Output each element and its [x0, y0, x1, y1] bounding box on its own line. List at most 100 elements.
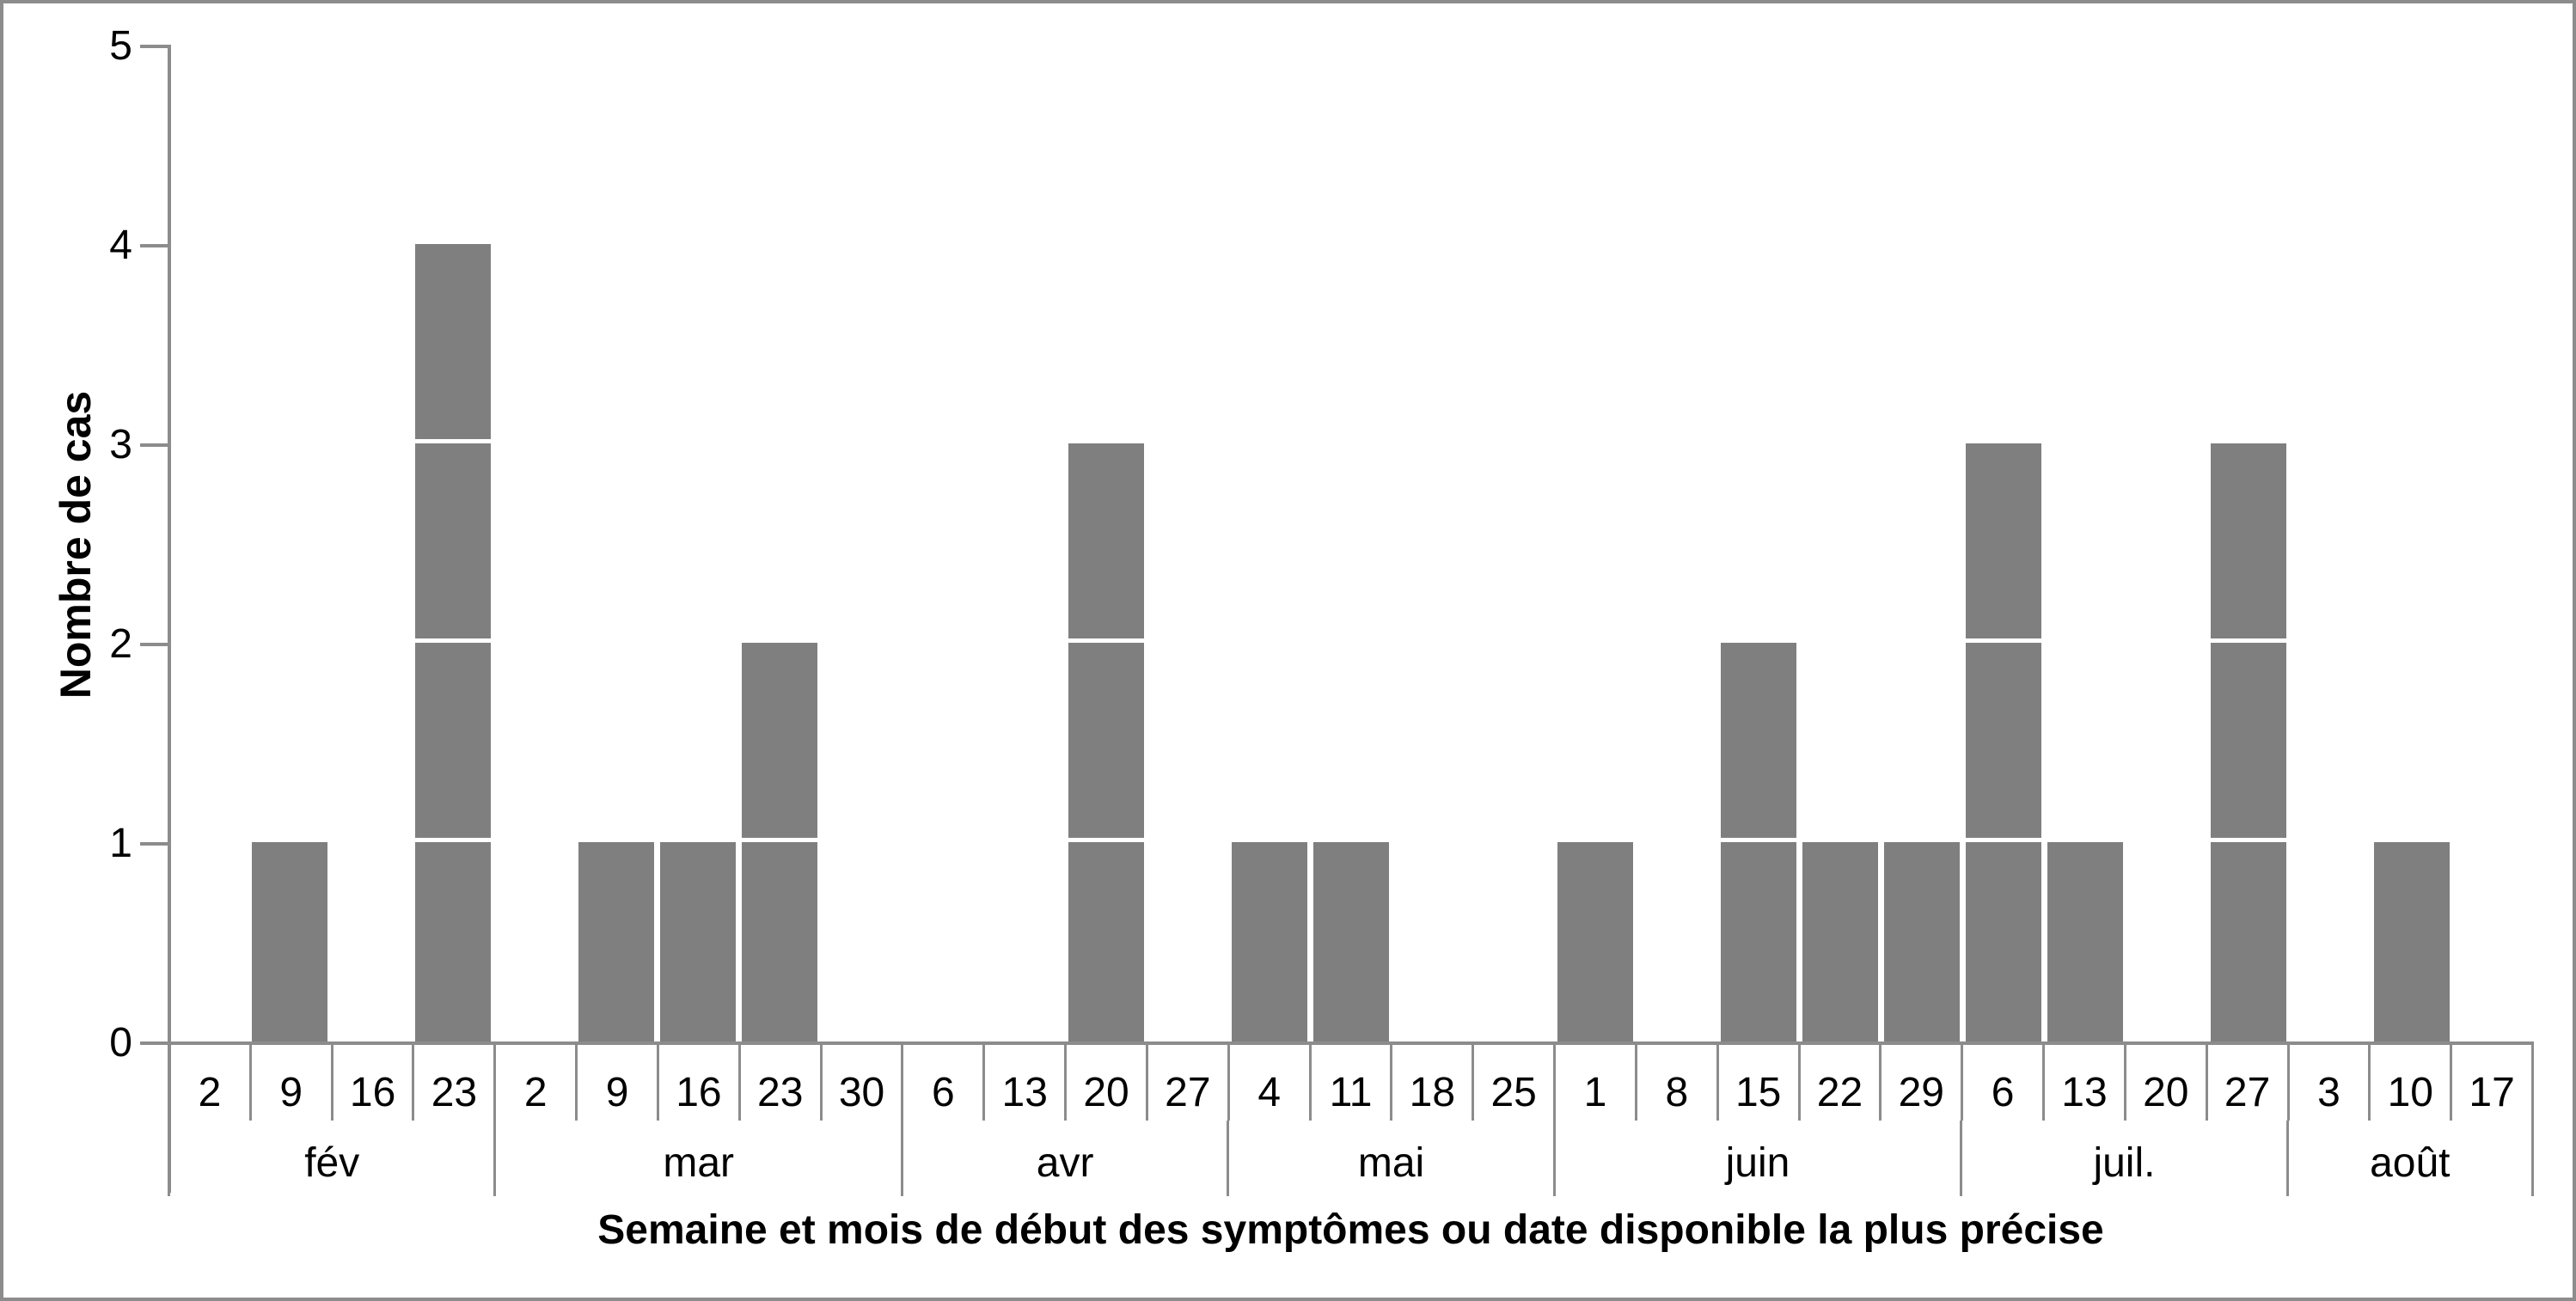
plot-area	[168, 46, 2534, 1041]
week-label: 16	[330, 1045, 413, 1121]
week-slot	[821, 46, 903, 1041]
week-label: 8	[1634, 1045, 1716, 1121]
x-axis-line	[168, 1041, 2534, 1045]
week-label: 13	[2042, 1045, 2124, 1121]
week-label: 6	[901, 1045, 982, 1121]
y-tick	[140, 643, 168, 646]
bar-unit-segment	[1966, 443, 2042, 643]
month-label-row: fév mar avr mai juin juil. août	[168, 1121, 2534, 1196]
bar-unit-segment	[578, 842, 655, 1041]
y-tick-label: 1	[109, 821, 132, 866]
week-slot	[1310, 46, 1392, 1041]
y-tick-label: 0	[109, 1020, 132, 1066]
week-slot	[1473, 46, 1555, 1041]
month-label: juil.	[1960, 1121, 2285, 1196]
bar-unit-segment	[1721, 643, 1797, 842]
bar-unit-segment	[1068, 842, 1144, 1041]
month-label: mai	[1227, 1121, 1552, 1196]
bar-unit-segment	[1884, 842, 1961, 1041]
week-slot	[249, 46, 331, 1041]
week-label: 2	[493, 1045, 575, 1121]
y-tick	[140, 244, 168, 247]
bar-unit-segment	[2210, 643, 2286, 842]
week-slot	[1392, 46, 1473, 1041]
month-label: mar	[493, 1121, 901, 1196]
week-slot	[1800, 46, 1882, 1041]
week-label: 20	[2123, 1045, 2206, 1121]
week-label: 27	[2205, 1045, 2287, 1121]
y-tick	[140, 45, 168, 48]
week-label: 18	[1390, 1045, 1472, 1121]
week-label: 9	[248, 1045, 331, 1121]
y-axis-line	[168, 45, 171, 1193]
week-slot	[2207, 46, 2289, 1041]
week-label: 15	[1716, 1045, 1798, 1121]
week-slot	[1637, 46, 1718, 1041]
month-label: août	[2285, 1121, 2534, 1196]
week-label: 6	[1961, 1045, 2042, 1121]
week-slot	[1147, 46, 1228, 1041]
bar-unit-segment	[252, 842, 328, 1041]
bar-unit-segment	[2373, 842, 2450, 1041]
week-label: 11	[1308, 1045, 1391, 1121]
bar-unit-segment	[415, 244, 492, 443]
week-label: 20	[1064, 1045, 1146, 1121]
week-label: 27	[1145, 1045, 1227, 1121]
bar-unit-segment	[415, 842, 492, 1041]
bar-unit-segment	[1557, 842, 1634, 1041]
week-label: 2	[168, 1045, 249, 1121]
week-label: 10	[2368, 1045, 2450, 1121]
y-tick	[140, 842, 168, 846]
week-label: 25	[1472, 1045, 1553, 1121]
week-slot	[2045, 46, 2126, 1041]
week-label: 9	[575, 1045, 657, 1121]
bar-unit-segment	[2047, 842, 2124, 1041]
week-slot	[658, 46, 739, 1041]
week-slot	[1963, 46, 2045, 1041]
week-label: 17	[2450, 1045, 2535, 1121]
bar-unit-segment	[1068, 443, 1144, 643]
bar-unit-segment	[1802, 842, 1879, 1041]
month-label: fév	[168, 1121, 493, 1196]
week-label: 1	[1553, 1045, 1635, 1121]
week-label: 30	[819, 1045, 902, 1121]
bar-unit-segment	[415, 443, 492, 643]
bar-unit-segment	[1966, 643, 2042, 842]
month-label: avr	[900, 1121, 1227, 1196]
bar-unit-segment	[2210, 842, 2286, 1041]
week-label: 29	[1879, 1045, 1961, 1121]
month-label: juin	[1552, 1121, 1961, 1196]
week-slot	[1065, 46, 1147, 1041]
week-label: 23	[737, 1045, 820, 1121]
week-slot	[739, 46, 821, 1041]
week-label: 4	[1227, 1045, 1309, 1121]
bar-unit-segment	[1966, 842, 2042, 1041]
week-slot	[1718, 46, 1800, 1041]
bar-unit-segment	[742, 842, 818, 1041]
bar-unit-segment	[1068, 643, 1144, 842]
week-slot	[1882, 46, 1963, 1041]
week-slot	[2452, 46, 2534, 1041]
week-slot	[168, 46, 249, 1041]
bar-unit-segment	[660, 842, 737, 1041]
week-label: 16	[656, 1045, 738, 1121]
bar-unit-segment	[1231, 842, 1307, 1041]
y-tick	[140, 443, 168, 447]
week-slot	[2289, 46, 2371, 1041]
week-label: 13	[982, 1045, 1064, 1121]
y-tick-label: 2	[109, 621, 132, 667]
y-tick-label: 5	[109, 23, 132, 69]
week-slot	[331, 46, 413, 1041]
week-slot	[413, 46, 494, 1041]
week-slot	[1228, 46, 1310, 1041]
week-label-row: 2 9 16 23 2 9 16 23 30 6 13 20 27 4 11 18 25 1 8 15 22 29 6 13 2…	[168, 1045, 2535, 1121]
week-label: 23	[412, 1045, 493, 1121]
y-tick-label: 3	[109, 422, 132, 467]
bar-unit-segment	[1312, 842, 1389, 1041]
bar-unit-segment	[415, 643, 492, 842]
week-slot	[2371, 46, 2452, 1041]
week-slot	[1555, 46, 1637, 1041]
week-slot	[576, 46, 658, 1041]
bar-unit-segment	[1721, 842, 1797, 1041]
